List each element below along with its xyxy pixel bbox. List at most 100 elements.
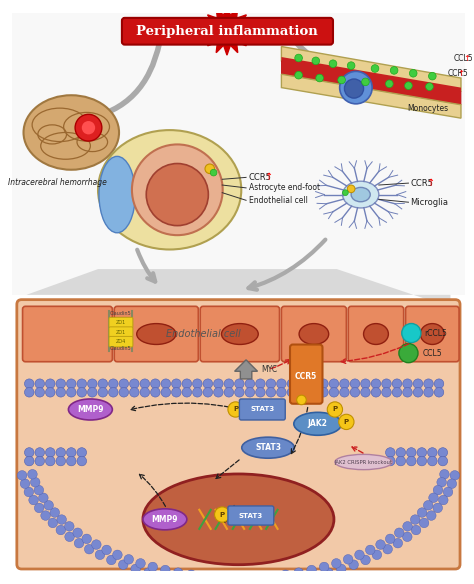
Ellipse shape [99,157,135,233]
Circle shape [140,379,150,388]
Text: Microglia: Microglia [410,198,448,207]
Circle shape [173,568,183,578]
Text: Monocytes: Monocytes [407,104,448,113]
Circle shape [95,550,105,559]
Ellipse shape [24,95,119,170]
Text: JAK2 CRISPR knockout: JAK2 CRISPR knockout [335,460,392,464]
Circle shape [140,388,150,397]
Polygon shape [282,61,461,105]
Circle shape [212,579,222,584]
Circle shape [393,538,402,548]
Circle shape [399,343,418,363]
Circle shape [35,448,45,457]
Ellipse shape [343,181,379,208]
Circle shape [396,448,406,457]
Text: P: P [332,406,337,412]
Circle shape [214,388,223,397]
Circle shape [129,379,139,388]
Circle shape [77,456,87,466]
Text: ZO1: ZO1 [116,320,126,325]
FancyBboxPatch shape [348,307,404,361]
Polygon shape [282,74,461,118]
FancyBboxPatch shape [228,506,274,525]
Circle shape [113,550,122,559]
Circle shape [161,565,170,575]
Circle shape [329,388,339,397]
Circle shape [88,388,97,397]
Circle shape [27,470,37,479]
Circle shape [382,379,391,388]
Circle shape [269,578,279,584]
Text: MYC: MYC [261,365,277,374]
Circle shape [182,379,191,388]
FancyBboxPatch shape [290,345,322,404]
Circle shape [413,388,423,397]
Circle shape [200,572,210,581]
Circle shape [151,379,160,388]
FancyBboxPatch shape [200,307,280,361]
Text: MMP9: MMP9 [152,515,178,524]
Circle shape [295,54,302,62]
Circle shape [35,388,45,397]
Circle shape [440,470,449,479]
Circle shape [109,379,118,388]
Circle shape [277,388,286,397]
Circle shape [267,572,277,581]
Circle shape [38,493,48,503]
Circle shape [316,74,323,82]
Text: Endothelial cell: Endothelial cell [249,196,308,205]
Circle shape [48,518,57,528]
Circle shape [427,511,436,520]
Text: ↑: ↑ [457,69,464,78]
Circle shape [35,379,45,388]
Text: Astrocyte end-foot: Astrocyte end-foot [249,183,320,192]
Text: Intracerebral hemorrhage: Intracerebral hemorrhage [8,178,106,187]
Circle shape [339,414,354,430]
Text: CCR5: CCR5 [295,371,318,381]
Circle shape [424,388,433,397]
Circle shape [423,500,433,510]
Circle shape [41,511,50,520]
Circle shape [82,534,91,544]
Circle shape [35,456,45,466]
Circle shape [192,388,202,397]
Circle shape [329,379,339,388]
Circle shape [392,388,402,397]
Circle shape [437,478,447,487]
Polygon shape [203,5,251,55]
Circle shape [426,83,433,91]
Circle shape [192,379,202,388]
Circle shape [46,379,55,388]
Circle shape [350,379,360,388]
Circle shape [329,60,337,68]
Circle shape [203,388,213,397]
Circle shape [124,555,134,564]
Circle shape [434,388,444,397]
Circle shape [75,114,102,141]
Circle shape [450,471,460,480]
Circle shape [255,579,264,584]
Circle shape [35,503,44,513]
Polygon shape [282,57,461,109]
Circle shape [245,379,255,388]
Circle shape [119,379,128,388]
FancyBboxPatch shape [239,399,285,420]
FancyBboxPatch shape [282,307,346,361]
Circle shape [56,388,65,397]
Circle shape [385,448,395,457]
Circle shape [428,456,437,466]
FancyBboxPatch shape [109,317,133,328]
Circle shape [44,500,54,510]
Circle shape [338,76,346,84]
Text: ↑: ↑ [265,172,273,182]
Circle shape [361,388,370,397]
Text: Endothelial cell: Endothelial cell [166,329,240,339]
Circle shape [18,471,27,480]
Circle shape [340,379,349,388]
Circle shape [148,562,157,572]
Circle shape [24,487,34,497]
Circle shape [56,379,65,388]
Circle shape [365,545,375,555]
Circle shape [443,487,453,497]
Circle shape [447,479,456,488]
